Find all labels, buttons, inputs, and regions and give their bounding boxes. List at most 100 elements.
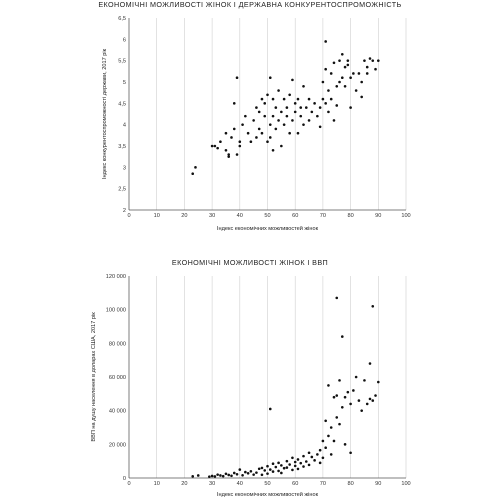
- x-tick-label: 100: [401, 481, 410, 487]
- data-point: [280, 144, 283, 148]
- data-point: [219, 140, 222, 144]
- data-point: [219, 474, 222, 477]
- data-point: [316, 453, 319, 456]
- data-point: [268, 76, 272, 80]
- data-point: [230, 136, 233, 139]
- data-point: [377, 380, 380, 384]
- data-point: [257, 467, 261, 471]
- data-point: [335, 104, 339, 107]
- data-point: [338, 422, 341, 426]
- x-tick-label: 0: [127, 481, 130, 487]
- data-point: [285, 459, 289, 463]
- data-point: [363, 59, 366, 62]
- data-point: [230, 474, 233, 478]
- data-point: [266, 93, 269, 97]
- data-point: [365, 72, 369, 75]
- x-tick-label: 90: [375, 213, 381, 219]
- data-point: [307, 119, 311, 122]
- data-point: [191, 475, 195, 478]
- data-point: [321, 97, 325, 101]
- data-point: [238, 140, 242, 144]
- data-point: [307, 97, 311, 101]
- data-point: [293, 464, 297, 468]
- data-point: [318, 125, 322, 129]
- data-point: [318, 448, 322, 452]
- y-tick-label: 3,5: [118, 144, 126, 150]
- data-point: [349, 76, 352, 80]
- data-point: [274, 106, 278, 109]
- data-point: [288, 93, 291, 97]
- data-point: [343, 395, 347, 399]
- data-point: [260, 131, 264, 135]
- data-point: [196, 474, 200, 477]
- data-point: [324, 102, 327, 105]
- data-point: [288, 131, 291, 135]
- y-tick-label: 100 000: [106, 308, 126, 314]
- data-point: [329, 72, 333, 75]
- data-point: [285, 466, 289, 469]
- data-point: [335, 296, 339, 300]
- data-point: [307, 463, 311, 467]
- x-axis-label: Індекс економічних можливостей жінок: [217, 491, 319, 498]
- data-point: [329, 453, 333, 456]
- chart-plot-area: 0 10 20 30 40 50 60 70 80 90 100 2 2,5 3 3,5 4 4,5 5 5,5 6 6…: [102, 16, 411, 232]
- data-point: [266, 464, 269, 468]
- data-point: [277, 469, 280, 473]
- data-point: [232, 102, 236, 105]
- y-tick-label: 5: [123, 80, 126, 86]
- data-point: [263, 102, 267, 105]
- data-point: [266, 140, 269, 144]
- data-point: [235, 153, 239, 156]
- y-tick-label: 0: [123, 476, 126, 482]
- data-point: [368, 397, 372, 401]
- data-point: [221, 474, 225, 478]
- data-point: [374, 394, 377, 397]
- data-point: [349, 106, 352, 109]
- data-point: [249, 140, 253, 144]
- data-point: [327, 384, 330, 387]
- data-point: [285, 114, 289, 118]
- data-point: [238, 144, 242, 148]
- data-point: [241, 123, 244, 126]
- data-point: [252, 473, 255, 476]
- x-axis-label: Індекс економічних можливостей жінок: [217, 225, 319, 232]
- data-point: [213, 144, 217, 148]
- data-point: [332, 395, 336, 399]
- data-point: [340, 335, 344, 338]
- data-point: [363, 379, 366, 382]
- data-point: [255, 106, 258, 109]
- x-tick-label: 40: [237, 481, 243, 487]
- data-point: [271, 97, 275, 101]
- x-tick-label: 70: [320, 481, 326, 487]
- data-point: [191, 172, 195, 176]
- data-point: [329, 426, 333, 429]
- data-point: [260, 466, 264, 470]
- data-point: [338, 59, 341, 62]
- data-point: [285, 106, 289, 109]
- data-point: [244, 470, 247, 474]
- data-point: [332, 61, 336, 65]
- data-point: [268, 468, 272, 471]
- data-point: [208, 475, 211, 478]
- data-point: [302, 454, 305, 458]
- data-point: [274, 127, 278, 131]
- data-point: [280, 110, 283, 114]
- x-tick-label: 50: [264, 481, 270, 487]
- data-point: [293, 110, 297, 114]
- data-point: [332, 119, 336, 122]
- data-point: [232, 127, 236, 131]
- data-point: [338, 80, 341, 84]
- y-tick-label: 60 000: [109, 375, 126, 381]
- data-point: [332, 439, 336, 443]
- data-point: [216, 473, 219, 476]
- data-point: [194, 166, 197, 169]
- data-point: [291, 468, 294, 472]
- y-tick-label: 4,5: [118, 101, 126, 107]
- x-tick-label: 20: [181, 481, 187, 487]
- data-point: [271, 470, 275, 473]
- data-point: [343, 84, 347, 88]
- data-point: [282, 466, 286, 470]
- data-point: [210, 144, 214, 148]
- y-tick-label: 6: [123, 37, 126, 43]
- data-point: [302, 84, 305, 88]
